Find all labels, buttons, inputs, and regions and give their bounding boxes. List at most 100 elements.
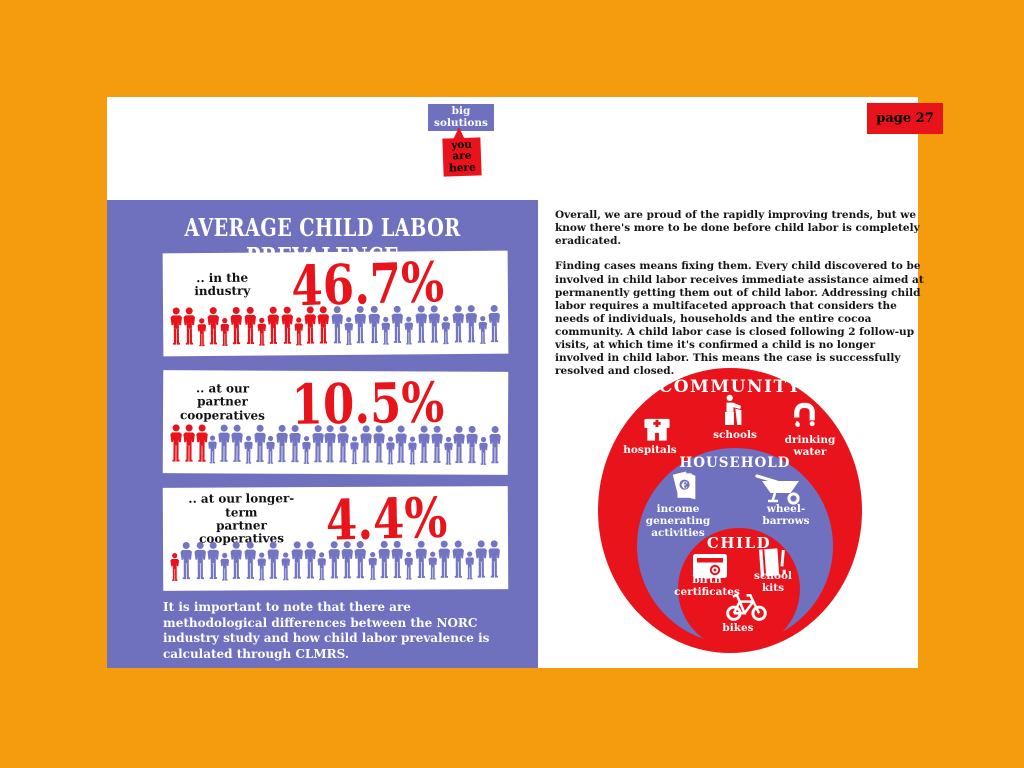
person-figure-icon bbox=[230, 541, 243, 585]
person-figure-icon bbox=[230, 306, 243, 351]
person-figure-icon bbox=[281, 306, 294, 350]
person-figure-icon bbox=[341, 541, 354, 585]
methodology-footnote: It is important to note that there are m… bbox=[163, 600, 490, 661]
you-are-here-pointer-icon bbox=[453, 127, 465, 140]
stat-value: 46.7% bbox=[290, 248, 445, 319]
person-figure-icon bbox=[391, 540, 404, 585]
person-figure-icon bbox=[344, 317, 354, 350]
person-figure-icon bbox=[317, 306, 330, 350]
birth-certificate-label: birth certificates bbox=[674, 574, 740, 598]
pictogram-row bbox=[170, 540, 501, 586]
person-figure-icon bbox=[257, 317, 267, 351]
person-figure-icon bbox=[381, 316, 390, 350]
person-figure-icon bbox=[244, 541, 257, 585]
person-figure-icon bbox=[354, 305, 367, 350]
person-figure-icon bbox=[465, 305, 478, 349]
person-figure-icon bbox=[317, 552, 327, 585]
person-figure-icon bbox=[311, 425, 324, 469]
person-figure-icon bbox=[281, 552, 290, 585]
person-figure-icon bbox=[404, 551, 414, 585]
person-figure-icon bbox=[195, 424, 208, 468]
birth-certificate-icon bbox=[692, 552, 728, 580]
person-figure-icon bbox=[428, 551, 438, 584]
person-figure-icon bbox=[452, 540, 465, 584]
school-kit-label: school kits bbox=[754, 570, 792, 594]
person-figure-icon bbox=[183, 424, 196, 468]
person-figure-icon bbox=[302, 435, 311, 469]
person-figure-icon bbox=[218, 424, 231, 468]
person-figure-icon bbox=[385, 436, 395, 469]
person-figure-icon bbox=[428, 305, 441, 349]
person-figure-icon bbox=[391, 305, 404, 349]
school-kit-icon bbox=[757, 545, 788, 580]
person-figure-icon bbox=[197, 318, 206, 351]
person-figure-icon bbox=[183, 307, 196, 351]
person-figure-icon bbox=[453, 425, 466, 470]
person-figure-icon bbox=[488, 426, 501, 470]
person-figure-icon bbox=[395, 425, 408, 469]
hospital-label: hospitals bbox=[623, 444, 677, 456]
person-figure-icon bbox=[253, 424, 266, 469]
person-figure-icon bbox=[194, 541, 207, 586]
stat-card-partner-coops: .. at our partner cooperatives 10.5% bbox=[162, 369, 509, 475]
person-figure-icon bbox=[294, 317, 303, 350]
person-figure-icon bbox=[220, 552, 230, 586]
person-figure-icon bbox=[207, 307, 220, 351]
stat-card-industry: .. in the industry 46.7% bbox=[162, 248, 509, 357]
school-label: schools bbox=[713, 429, 757, 441]
person-figure-icon bbox=[478, 315, 488, 349]
report-page: big solutions you are here page 27 AVERA… bbox=[107, 97, 943, 668]
person-figure-icon bbox=[415, 305, 428, 349]
person-figure-icon bbox=[438, 540, 451, 584]
person-figure-icon bbox=[465, 551, 474, 584]
bike-label: bikes bbox=[722, 622, 754, 634]
money-icon: € bbox=[669, 468, 701, 506]
person-figure-icon bbox=[266, 435, 276, 469]
hospital-icon bbox=[642, 414, 672, 443]
drinking-water-icon bbox=[789, 401, 818, 432]
stat-label: .. in the industry bbox=[194, 270, 251, 299]
person-figure-icon bbox=[257, 552, 267, 585]
school-icon bbox=[719, 394, 747, 428]
person-figure-icon bbox=[368, 305, 381, 350]
person-figure-icon bbox=[452, 305, 465, 349]
drinking-water-label: drinking water bbox=[784, 434, 836, 458]
pictogram-row bbox=[170, 304, 501, 352]
person-figure-icon bbox=[220, 318, 230, 351]
person-figure-icon bbox=[170, 552, 180, 586]
wheelbarrow-label: wheel- barrows bbox=[762, 503, 810, 527]
person-figure-icon bbox=[415, 540, 428, 585]
person-figure-icon bbox=[170, 307, 183, 351]
nested-circles-diagram: COMMUNITY HOUSEHOLD CHILD hospitals scho… bbox=[598, 368, 862, 653]
paragraph-trends: Overall, we are proud of the rapidly imp… bbox=[555, 209, 920, 248]
community-title: COMMUNITY bbox=[658, 377, 802, 397]
person-figure-icon bbox=[291, 541, 304, 585]
section-tab-big-solutions[interactable]: big solutions bbox=[428, 104, 494, 131]
household-title: HOUSEHOLD bbox=[679, 455, 791, 471]
person-figure-icon bbox=[324, 425, 337, 469]
person-figure-icon bbox=[304, 306, 317, 350]
person-figure-icon bbox=[488, 540, 501, 584]
person-figure-icon bbox=[207, 541, 220, 586]
person-figure-icon bbox=[488, 304, 501, 349]
person-figure-icon bbox=[267, 306, 280, 350]
person-figure-icon bbox=[289, 424, 302, 469]
person-figure-icon bbox=[231, 424, 244, 468]
person-figure-icon bbox=[404, 316, 414, 349]
person-figure-icon bbox=[267, 541, 280, 585]
prevalence-panel: AVERAGE CHILD LABOR PREVALENCE .. in the… bbox=[107, 200, 538, 668]
person-figure-icon bbox=[350, 436, 359, 469]
person-figure-icon bbox=[244, 435, 253, 469]
person-figure-icon bbox=[170, 424, 183, 468]
stat-value: 4.4% bbox=[325, 484, 448, 553]
person-figure-icon bbox=[408, 436, 417, 469]
stat-value: 10.5% bbox=[291, 369, 445, 437]
person-figure-icon bbox=[304, 541, 317, 585]
bike-icon bbox=[724, 589, 769, 622]
child-title: CHILD bbox=[706, 534, 772, 552]
person-figure-icon bbox=[479, 436, 488, 470]
person-figure-icon bbox=[368, 551, 377, 585]
page-number-badge: page 27 bbox=[867, 103, 943, 134]
person-figure-icon bbox=[466, 425, 479, 470]
person-figure-icon bbox=[331, 306, 344, 350]
